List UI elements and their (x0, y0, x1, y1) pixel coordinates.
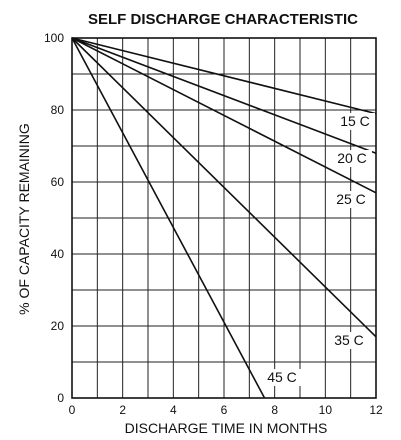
x-tick-label: 2 (119, 403, 126, 417)
y-tick-label: 60 (51, 175, 65, 189)
tick-labels: 0 2 4 6 8 10 12 0 20 40 60 80 100 (44, 31, 383, 417)
series-label-15-c: 15 C (340, 113, 370, 129)
series-labels: 15 C 20 C 25 C 35 C 45 C (262, 113, 375, 386)
x-tick-label: 0 (69, 403, 76, 417)
x-tick-label: 6 (221, 403, 228, 417)
series-line-45-c (71, 37, 266, 399)
series-label-background (329, 332, 369, 349)
series-line-15-c (71, 37, 377, 115)
series-label-background (331, 191, 371, 208)
series-label-45-c: 45 C (267, 369, 297, 385)
x-tick-label: 12 (369, 403, 383, 417)
y-tick-label: 40 (51, 247, 65, 261)
chart-title: SELF DISCHARGE CHARACTERISTIC (88, 11, 358, 28)
y-axis-label: % OF CAPACITY REMAINING (16, 123, 32, 315)
y-tick-label: 80 (51, 103, 65, 117)
series-line-20-c (71, 37, 377, 154)
series-label-background (262, 369, 302, 386)
series-label-35-c: 35 C (334, 332, 364, 348)
series-line-25-c (71, 37, 377, 194)
series-line-35-c (71, 37, 377, 338)
y-tick-label: 100 (44, 31, 64, 45)
x-tick-label: 4 (170, 403, 177, 417)
x-tick-label: 8 (271, 403, 278, 417)
y-tick-label: 0 (57, 391, 64, 405)
series-label-background (335, 113, 375, 130)
series-lines (71, 37, 377, 399)
plot-frame (71, 37, 377, 399)
series-label-background (332, 150, 372, 167)
series-label-20-c: 20 C (337, 150, 367, 166)
y-tick-label: 20 (51, 319, 65, 333)
grid-lines (72, 38, 376, 398)
x-axis-label: DISCHARGE TIME IN MONTHS (125, 420, 328, 436)
series-label-25-c: 25 C (336, 191, 366, 207)
x-tick-label: 10 (319, 403, 333, 417)
